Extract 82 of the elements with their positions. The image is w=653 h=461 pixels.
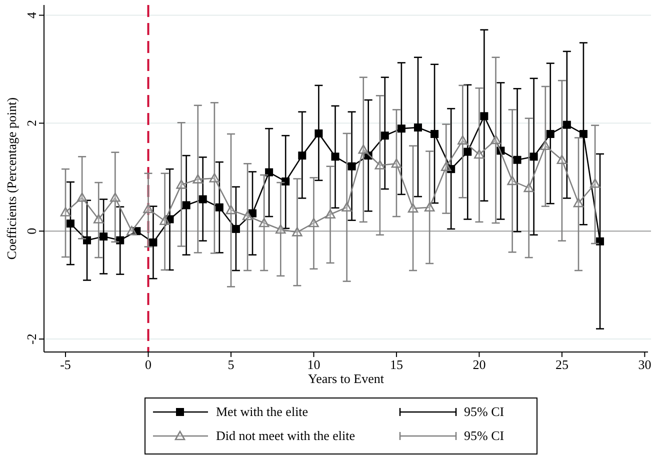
- point: [192, 174, 204, 184]
- point: [348, 162, 356, 170]
- point: [198, 195, 207, 204]
- point: [562, 120, 571, 129]
- point: [132, 227, 141, 236]
- y-axis-title: Coefficients (Percentage point): [4, 97, 19, 260]
- point: [507, 176, 518, 186]
- point: [66, 220, 74, 228]
- point: [166, 215, 174, 224]
- point: [397, 124, 406, 133]
- point: [282, 177, 290, 186]
- point: [182, 201, 190, 210]
- x-tick-label: 20: [472, 357, 486, 372]
- point: [546, 130, 554, 138]
- point: [556, 154, 568, 164]
- point: [126, 226, 137, 236]
- point: [226, 204, 236, 214]
- x-tick-label: 5: [228, 357, 234, 372]
- point: [100, 232, 108, 241]
- point: [160, 216, 170, 226]
- point: [93, 214, 104, 224]
- point: [447, 165, 456, 174]
- point: [209, 173, 220, 182]
- point: [490, 134, 501, 144]
- point: [242, 210, 253, 220]
- y-tick-label: 0: [24, 228, 39, 234]
- y-tick-label: 2: [24, 120, 39, 126]
- point: [314, 129, 323, 138]
- x-axis-title: Years to Event: [308, 371, 384, 386]
- point: [540, 140, 551, 150]
- point: [430, 130, 439, 138]
- point: [590, 178, 600, 188]
- x-tick-label: -5: [60, 357, 71, 372]
- point: [391, 158, 402, 168]
- point: [149, 238, 158, 246]
- point: [579, 130, 588, 138]
- point: [258, 218, 270, 228]
- point: [275, 224, 286, 234]
- point: [424, 202, 435, 212]
- point: [232, 224, 240, 233]
- point: [480, 112, 488, 120]
- point: [524, 182, 534, 192]
- point: [265, 168, 274, 176]
- point: [440, 162, 452, 172]
- point: [83, 236, 92, 244]
- point: [342, 202, 352, 212]
- point: [143, 204, 154, 214]
- point: [298, 152, 306, 160]
- point: [110, 192, 120, 202]
- y-tick-label: -2: [24, 334, 39, 344]
- x-tick-label: 0: [145, 357, 152, 372]
- point: [248, 209, 257, 218]
- point: [331, 152, 340, 161]
- point: [176, 180, 186, 189]
- point: [116, 236, 124, 244]
- text: 95% CI: [464, 428, 504, 443]
- point: [292, 227, 302, 236]
- point: [573, 198, 584, 208]
- point: [513, 156, 522, 164]
- point: [474, 149, 484, 159]
- point: [530, 152, 538, 161]
- point: [414, 124, 422, 132]
- point: [458, 135, 468, 145]
- point: [60, 207, 71, 216]
- legend-label: Met with the elite: [216, 404, 308, 419]
- x-tick-label: 10: [307, 357, 320, 372]
- point: [408, 203, 418, 213]
- point: [374, 160, 386, 170]
- x-tick-label: 30: [638, 357, 652, 372]
- legend-label: Did not meet with the elite: [216, 428, 356, 443]
- point: [325, 209, 336, 219]
- x-tick-label: 25: [555, 357, 568, 372]
- point: [76, 192, 88, 202]
- point: [308, 218, 319, 228]
- point: [464, 148, 472, 156]
- y-tick-label: 4: [24, 12, 39, 19]
- x-tick-label: 15: [390, 357, 403, 372]
- text: 95% CI: [464, 404, 504, 419]
- point: [215, 203, 224, 212]
- point: [596, 237, 604, 246]
- point: [358, 144, 369, 154]
- point: [380, 132, 389, 140]
